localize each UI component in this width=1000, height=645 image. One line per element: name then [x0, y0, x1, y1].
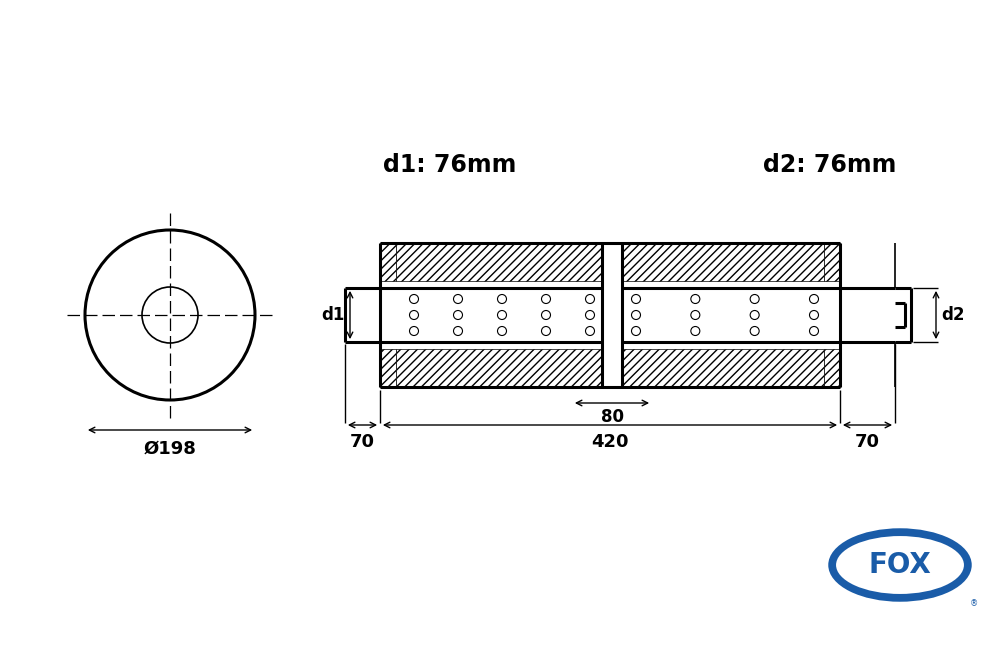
Bar	[380, 243, 396, 281]
Circle shape	[454, 326, 462, 335]
Circle shape	[410, 310, 418, 319]
Circle shape	[632, 310, 640, 319]
Circle shape	[810, 295, 818, 304]
Ellipse shape	[835, 535, 965, 595]
Circle shape	[498, 326, 507, 335]
Text: FOX: FOX	[869, 551, 931, 579]
Bar	[396, 349, 602, 387]
Text: d1: 76mm: d1: 76mm	[383, 153, 517, 177]
Circle shape	[750, 295, 759, 304]
Text: 70: 70	[350, 433, 375, 451]
Circle shape	[586, 295, 594, 304]
Circle shape	[691, 310, 700, 319]
Circle shape	[498, 295, 507, 304]
Circle shape	[810, 310, 818, 319]
Bar	[824, 243, 840, 281]
Circle shape	[498, 310, 507, 319]
Text: Ø198: Ø198	[144, 440, 196, 458]
Circle shape	[750, 326, 759, 335]
Text: 420: 420	[591, 433, 629, 451]
Text: ®: ®	[970, 599, 978, 608]
Circle shape	[454, 310, 462, 319]
Bar	[622, 243, 824, 281]
Circle shape	[632, 295, 640, 304]
Bar	[396, 243, 602, 281]
Ellipse shape	[830, 530, 970, 600]
Circle shape	[691, 295, 700, 304]
Circle shape	[691, 326, 700, 335]
Circle shape	[632, 326, 640, 335]
Text: d2: 76mm: d2: 76mm	[763, 153, 897, 177]
Text: 80: 80	[600, 408, 624, 426]
Circle shape	[586, 326, 594, 335]
Bar	[622, 349, 824, 387]
Bar	[380, 349, 396, 387]
Text: d2: d2	[941, 306, 964, 324]
Circle shape	[542, 326, 550, 335]
Circle shape	[750, 310, 759, 319]
Circle shape	[586, 310, 594, 319]
Text: d1: d1	[322, 306, 345, 324]
Bar	[824, 349, 840, 387]
Text: 70: 70	[855, 433, 880, 451]
Circle shape	[810, 326, 818, 335]
Circle shape	[542, 310, 550, 319]
Circle shape	[410, 326, 418, 335]
Circle shape	[410, 295, 418, 304]
Circle shape	[454, 295, 462, 304]
Circle shape	[542, 295, 550, 304]
